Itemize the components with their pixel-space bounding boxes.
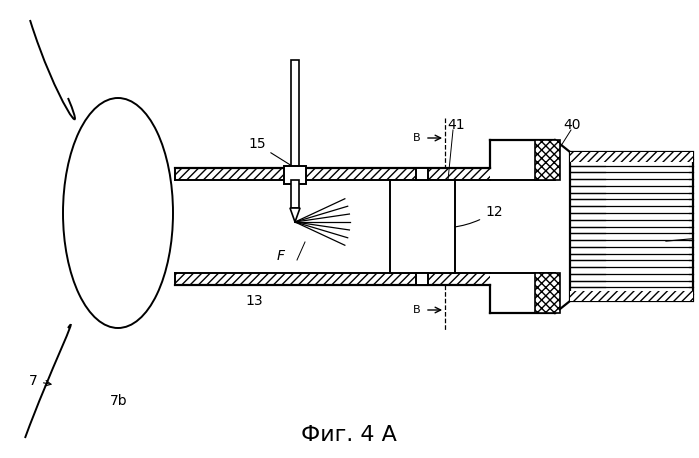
Text: 41: 41	[447, 118, 465, 132]
Bar	[175, 273, 490, 285]
Text: 40: 40	[563, 118, 580, 132]
Bar	[570, 291, 693, 301]
Bar	[284, 166, 306, 184]
Bar	[570, 152, 693, 162]
Text: 13: 13	[245, 294, 263, 308]
Ellipse shape	[63, 98, 173, 328]
Text: B: B	[413, 133, 421, 143]
Bar	[570, 152, 693, 301]
Text: F: F	[277, 249, 285, 263]
Bar	[175, 168, 490, 180]
Text: B: B	[413, 305, 421, 315]
Text: 15: 15	[248, 137, 298, 169]
Bar	[390, 180, 455, 273]
Text: Фиг. 4 А: Фиг. 4 А	[301, 425, 397, 445]
Bar	[416, 168, 428, 180]
Bar	[535, 273, 560, 313]
Polygon shape	[290, 208, 300, 222]
Text: 14: 14	[665, 230, 699, 245]
Text: 12: 12	[425, 205, 503, 228]
Text: 7: 7	[29, 374, 51, 388]
Bar	[291, 60, 299, 168]
Bar	[416, 273, 428, 285]
Text: 7b: 7b	[110, 394, 128, 408]
Bar	[291, 180, 299, 208]
Bar	[535, 140, 560, 180]
